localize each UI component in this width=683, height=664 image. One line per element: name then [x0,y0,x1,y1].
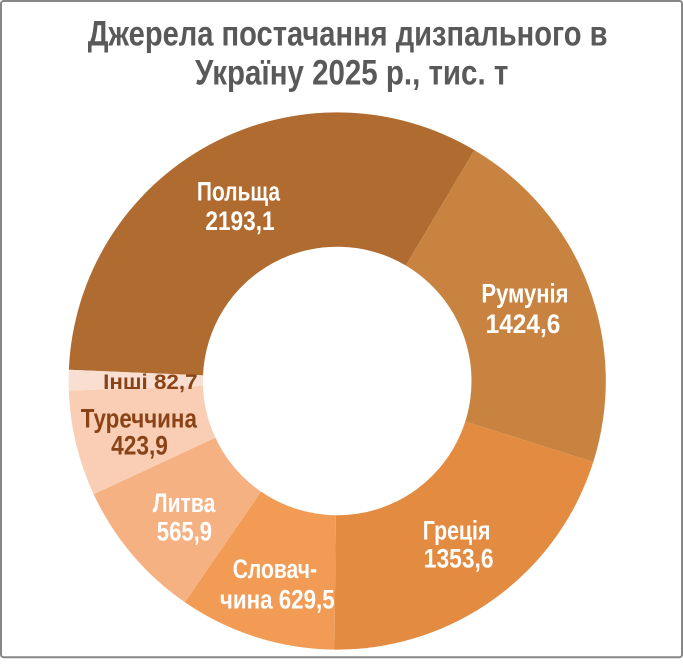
svg-text:Румунія: Румунія [481,279,568,309]
svg-text:Інші 82,7: Інші 82,7 [103,371,198,394]
svg-text:Україну 2025 р., тис. т: Україну 2025 р., тис. т [195,54,508,93]
svg-text:Джерела постачання дизпального: Джерела постачання дизпального в [88,15,608,54]
svg-text:1424,6: 1424,6 [486,309,561,339]
svg-text:Литва: Литва [153,488,216,518]
svg-text:Греція: Греція [423,516,491,546]
svg-text:Польща: Польща [197,177,280,207]
svg-text:чина 629,5: чина 629,5 [220,585,335,615]
svg-text:423,9: 423,9 [111,431,168,461]
svg-text:Туреччина: Туреччина [81,404,197,434]
svg-text:565,9: 565,9 [157,517,212,547]
svg-text:2193,1: 2193,1 [205,206,274,236]
svg-text:1353,6: 1353,6 [424,544,494,574]
svg-text:Словач-: Словач- [233,554,317,584]
